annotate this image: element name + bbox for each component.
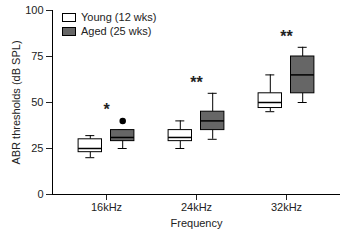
svg-text:32kHz: 32kHz bbox=[271, 201, 302, 213]
svg-text:0: 0 bbox=[37, 188, 43, 200]
svg-text:50: 50 bbox=[31, 96, 43, 108]
svg-text:**: ** bbox=[280, 28, 293, 45]
svg-text:**: ** bbox=[190, 74, 203, 91]
html-text:Aged (25 wks): Aged (25 wks) bbox=[81, 25, 152, 37]
svg-text:75: 75 bbox=[31, 50, 43, 62]
svg-text:24kHz: 24kHz bbox=[181, 201, 212, 213]
html-text:Young (12 wks): Young (12 wks) bbox=[81, 11, 157, 23]
svg-text:100: 100 bbox=[25, 4, 43, 16]
svg-text:Frequency: Frequency bbox=[171, 217, 223, 229]
svg-text:25: 25 bbox=[31, 142, 43, 154]
svg-text:ABR thresholds (dB SPL): ABR thresholds (dB SPL) bbox=[10, 40, 22, 164]
svg-text:16kHz: 16kHz bbox=[91, 201, 122, 213]
svg-text:*: * bbox=[103, 101, 110, 118]
